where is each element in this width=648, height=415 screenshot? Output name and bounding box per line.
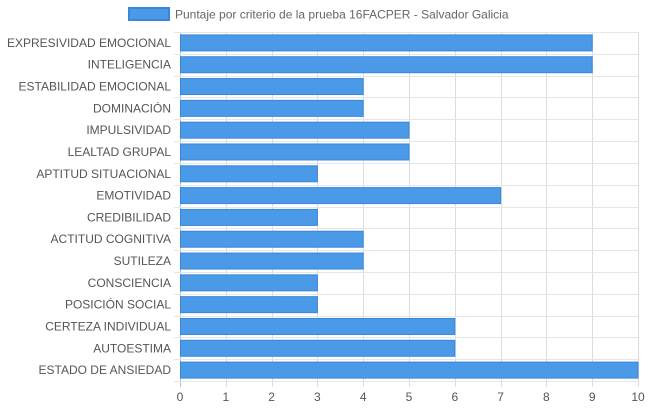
bar[interactable] [180,230,364,248]
x-tick-label: 2 [268,390,275,404]
legend-label[interactable]: Puntaje por criterio de la prueba 16FACP… [175,8,509,22]
category-label: ESTADO DE ANSIEDAD [39,363,172,377]
category-label: IMPULSIVIDAD [86,123,171,137]
category-label: EMOTIVIDAD [96,189,171,203]
bar[interactable] [180,296,318,314]
bar[interactable] [180,361,639,379]
grid [174,32,639,387]
category-label: EXPRESIVIDAD EMOCIONAL [7,36,171,50]
x-tick-label: 3 [314,390,321,404]
x-tick-label: 6 [451,390,458,404]
category-labels: EXPRESIVIDAD EMOCIONAL INTELIGENCIA ESTABI… [7,36,171,377]
x-axis-ticks: 0 1 2 3 4 5 6 7 8 9 10 [177,390,645,404]
bar[interactable] [180,165,318,183]
bar[interactable] [180,252,364,270]
legend-swatch[interactable] [128,7,170,21]
bar[interactable] [180,339,456,357]
x-tick-label: 10 [631,390,645,404]
category-label: APTITUD SITUACIONAL [36,167,171,181]
x-tick-label: 1 [222,390,229,404]
x-tick-label: 4 [360,390,367,404]
category-label: CERTEZA INDIVIDUAL [45,319,171,333]
legend[interactable]: Puntaje por criterio de la prueba 16FACP… [128,7,509,22]
bar[interactable] [180,208,318,226]
bar[interactable] [180,317,456,335]
category-label: AUTOESTIMA [93,341,171,355]
bar[interactable] [180,121,410,139]
bar[interactable] [180,274,318,292]
x-tick-label: 0 [177,390,184,404]
x-tick-label: 9 [589,390,596,404]
category-label: INTELIGENCIA [88,58,171,72]
category-label: LEALTAD GRUPAL [68,145,172,159]
bar[interactable] [180,78,364,96]
bar[interactable] [180,187,502,205]
category-label: CONSCIENCIA [88,276,171,290]
bar[interactable] [180,34,593,52]
bar[interactable] [180,99,364,117]
bar[interactable] [180,56,593,74]
category-label: SUTILEZA [114,254,171,268]
x-tick-label: 7 [497,390,504,404]
category-label: POSICIÓN SOCIAL [65,297,171,312]
category-label: CREDIBILIDAD [87,210,171,224]
bar[interactable] [180,143,410,161]
category-label: ESTABILIDAD EMOCIONAL [19,80,172,94]
category-label: ACTITUD COGNITIVA [51,232,171,246]
x-tick-label: 8 [543,390,550,404]
x-tick-label: 5 [406,390,413,404]
category-label: DOMINACIÓN [93,100,171,115]
bars [180,34,639,379]
